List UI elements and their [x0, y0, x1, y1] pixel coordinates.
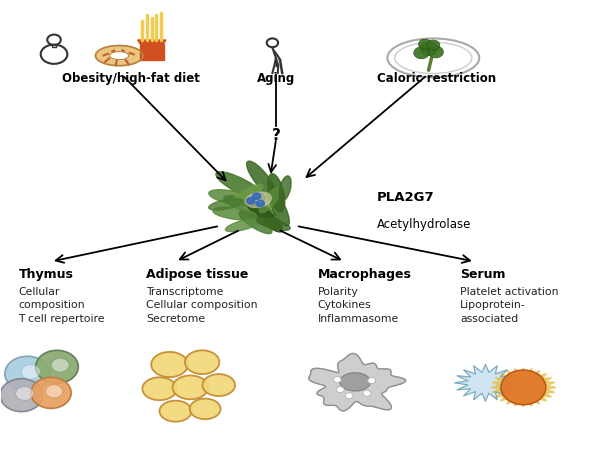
Circle shape [363, 390, 371, 396]
Text: Thymus: Thymus [18, 269, 73, 281]
Ellipse shape [172, 375, 208, 399]
Circle shape [501, 370, 546, 405]
Ellipse shape [209, 190, 255, 205]
Text: Lipoprotein-: Lipoprotein- [460, 301, 526, 310]
Text: Aging: Aging [257, 72, 295, 84]
Ellipse shape [224, 196, 276, 218]
Polygon shape [309, 353, 406, 411]
Text: Adipose tissue: Adipose tissue [146, 269, 248, 281]
Circle shape [368, 378, 375, 383]
Ellipse shape [151, 352, 188, 377]
Text: Transcriptome: Transcriptome [146, 287, 223, 297]
Ellipse shape [247, 200, 283, 232]
Ellipse shape [185, 350, 219, 374]
Text: Cellular composition: Cellular composition [146, 301, 257, 310]
Text: associated: associated [460, 314, 518, 324]
Circle shape [336, 386, 344, 392]
Circle shape [426, 40, 440, 50]
Polygon shape [96, 45, 143, 66]
Circle shape [46, 385, 62, 398]
Ellipse shape [203, 374, 235, 396]
Ellipse shape [269, 191, 289, 226]
Circle shape [414, 47, 429, 59]
Circle shape [21, 364, 40, 379]
Circle shape [0, 379, 43, 412]
Circle shape [345, 392, 353, 398]
Text: Caloric restriction: Caloric restriction [377, 72, 496, 84]
Polygon shape [454, 364, 516, 401]
Ellipse shape [213, 207, 257, 220]
Text: ?: ? [272, 128, 281, 143]
Ellipse shape [189, 398, 220, 419]
Ellipse shape [230, 184, 263, 206]
Polygon shape [491, 368, 556, 407]
Circle shape [256, 200, 264, 207]
Circle shape [5, 356, 50, 391]
Circle shape [247, 197, 255, 204]
Polygon shape [138, 40, 166, 44]
Circle shape [252, 193, 261, 199]
Text: Cytokines: Cytokines [318, 301, 371, 310]
Text: PLA2G7: PLA2G7 [377, 191, 435, 204]
Ellipse shape [239, 212, 272, 234]
Text: Serum: Serum [460, 269, 505, 281]
Circle shape [333, 377, 341, 382]
Circle shape [15, 386, 34, 400]
Ellipse shape [216, 172, 266, 200]
Text: T cell repertoire: T cell repertoire [18, 314, 105, 324]
Circle shape [36, 350, 78, 383]
Ellipse shape [226, 218, 262, 232]
Circle shape [419, 39, 431, 49]
Text: composition: composition [18, 301, 85, 310]
Ellipse shape [160, 401, 191, 422]
Circle shape [428, 46, 443, 58]
Circle shape [31, 377, 71, 409]
Ellipse shape [395, 42, 472, 73]
Text: Cellular: Cellular [18, 287, 60, 297]
Ellipse shape [340, 373, 371, 391]
Ellipse shape [260, 187, 281, 213]
Text: Obesity/high-fat diet: Obesity/high-fat diet [62, 72, 200, 84]
Ellipse shape [143, 377, 176, 400]
Ellipse shape [387, 39, 479, 78]
Ellipse shape [268, 174, 285, 212]
Ellipse shape [245, 192, 271, 207]
Polygon shape [140, 44, 164, 60]
Circle shape [420, 42, 437, 56]
Text: Secretome: Secretome [146, 314, 205, 324]
Text: Acetylhydrolase: Acetylhydrolase [377, 218, 472, 231]
Text: Macrophages: Macrophages [318, 269, 412, 281]
Ellipse shape [279, 176, 291, 201]
Ellipse shape [247, 161, 276, 197]
Text: Platelet activation: Platelet activation [460, 287, 558, 297]
Polygon shape [110, 51, 129, 60]
Circle shape [51, 358, 69, 372]
Ellipse shape [257, 218, 290, 230]
Text: Polarity: Polarity [318, 287, 359, 297]
Text: Inflammasome: Inflammasome [318, 314, 399, 324]
Ellipse shape [208, 199, 243, 210]
